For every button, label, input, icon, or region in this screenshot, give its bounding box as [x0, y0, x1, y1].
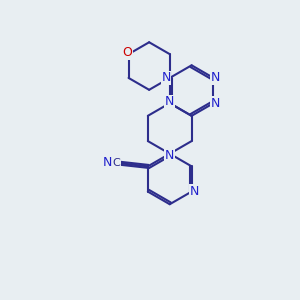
- Text: N: N: [103, 156, 112, 169]
- Text: N: N: [165, 149, 174, 162]
- Text: C: C: [113, 158, 121, 168]
- Text: N: N: [210, 71, 220, 84]
- Text: N: N: [165, 95, 174, 108]
- Text: O: O: [122, 46, 132, 59]
- Text: N: N: [161, 71, 171, 84]
- Text: N: N: [210, 97, 220, 110]
- Text: N: N: [189, 185, 199, 198]
